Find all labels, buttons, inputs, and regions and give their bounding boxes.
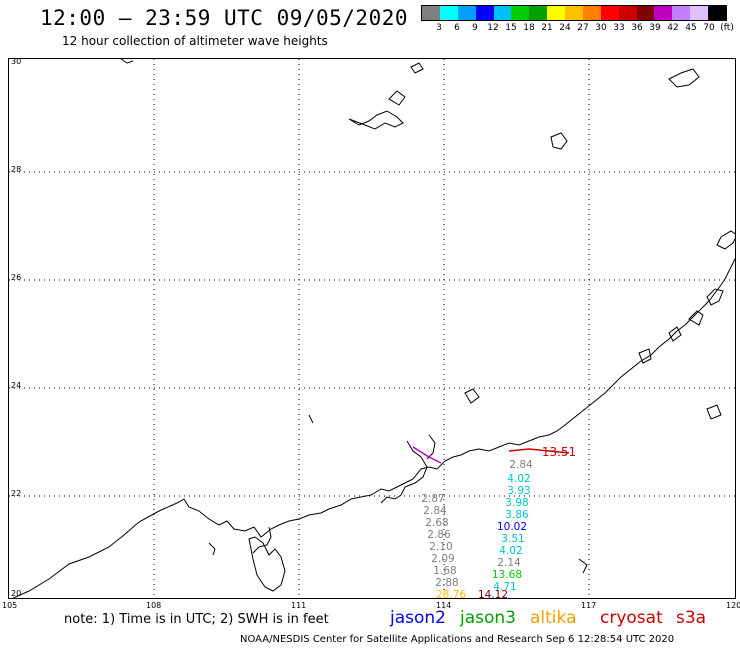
color-scale-swatch: [457, 6, 476, 20]
color-scale-label: 70: [703, 23, 715, 33]
page-title: 12:00 – 23:59 UTC 09/05/2020: [40, 6, 409, 30]
swh-obs: 1.68: [433, 565, 457, 577]
swh-obs: 4.71: [493, 581, 517, 593]
lon-label-111: 111: [291, 601, 307, 610]
color-scale-label: 21: [541, 23, 553, 33]
lon-label-114: 114: [436, 601, 452, 610]
satellite-tracks: [412, 446, 570, 464]
lat-label-28: 28: [11, 165, 22, 174]
color-scale-label: 39: [649, 23, 661, 33]
color-scale-label: 3: [436, 23, 442, 33]
color-scale-swatch: [618, 6, 637, 20]
color-scale-label: 30: [595, 23, 607, 33]
swh-obs: 3.98: [505, 497, 529, 509]
color-scale-swatch: [636, 6, 655, 20]
color-scale-label: 36: [631, 23, 643, 33]
satellite-label-s3a: s3a: [676, 608, 707, 628]
grid-lines: [9, 59, 735, 598]
color-scale-swatch: [582, 6, 601, 20]
swh-obs: 4.02: [499, 545, 523, 557]
swh-obs: 2.86: [427, 529, 451, 541]
color-scale-swatch: [422, 6, 440, 20]
color-scale-label: 12: [487, 23, 499, 33]
color-scale-legend: 3 6 9 12 15 18 21 24 27 30 33 36 39 42 45 70 (ft): [421, 5, 734, 35]
satellite-label-jason2: jason2: [390, 608, 446, 628]
color-scale-swatch: [439, 6, 458, 20]
map-panel[interactable]: 30 28 26 24 22 20 2.84 4.02 3.93 3.98 3.…: [8, 58, 736, 599]
map-canvas: [9, 59, 735, 598]
lon-label-105: 105: [2, 601, 18, 610]
credit-line: NOAA/NESDIS Center for Satellite Applica…: [240, 634, 675, 645]
swh-obs: 10.02: [496, 521, 528, 533]
color-scale-label: 6: [454, 23, 460, 33]
swh-obs: 2.84: [423, 505, 447, 517]
color-scale-label: 24: [559, 23, 571, 33]
swh-obs: 3.86: [505, 509, 529, 521]
color-scale-swatch: [654, 6, 673, 20]
color-scale-swatch: [600, 6, 619, 20]
color-scale-labels: 3 6 9 12 15 18 21 24 27 30 33 36 39 42 45 70 (ft): [421, 21, 734, 35]
color-scale-swatch: [672, 6, 691, 20]
color-scale-swatch: [565, 6, 583, 20]
swh-obs: 13.51: [541, 445, 577, 459]
coastline: [12, 59, 735, 598]
satellite-label-jason3: jason3: [460, 608, 516, 628]
satellite-label-cryosat: cryosat: [600, 608, 663, 628]
swh-obs: 28.76: [435, 589, 467, 599]
swh-obs: 14.12: [477, 589, 509, 599]
swh-obs: 2.88: [435, 577, 459, 589]
color-scale-label: 42: [667, 23, 679, 33]
color-scale-label: 9: [472, 23, 478, 33]
lat-label-30: 30: [11, 58, 22, 66]
lat-label-20: 20: [11, 589, 22, 598]
units-note: note: 1) Time is in UTC; 2) SWH is in fe…: [64, 612, 329, 627]
swh-obs: 2.10: [429, 541, 453, 553]
swh-obs: 13.68: [491, 569, 523, 581]
color-scale-label: 18: [523, 23, 535, 33]
color-scale-swatch: [547, 6, 565, 20]
lat-label-24: 24: [11, 381, 22, 390]
swh-obs: 3.93: [507, 485, 531, 497]
lon-label-120: 120: [726, 601, 740, 610]
color-scale-label: 27: [577, 23, 589, 33]
color-scale-label: 15: [505, 23, 517, 33]
lat-label-26: 26: [11, 273, 22, 282]
color-scale-bar: [421, 5, 727, 21]
swh-obs: 2.68: [425, 517, 449, 529]
swh-obs: 2.87: [421, 493, 445, 505]
color-scale-swatch: [690, 6, 708, 20]
swh-obs: 2.09: [431, 553, 455, 565]
swh-obs: 2.14: [497, 557, 521, 569]
color-scale-swatch: [475, 6, 494, 20]
color-scale-swatch: [511, 6, 530, 20]
color-scale-label: 33: [613, 23, 625, 33]
page-subtitle: 12 hour collection of altimeter wave hei…: [62, 34, 328, 48]
color-scale-swatch: [529, 6, 548, 20]
swh-obs: 4.02: [507, 473, 531, 485]
satellite-label-altika: altika: [530, 608, 577, 628]
lon-label-108: 108: [146, 601, 162, 610]
lat-label-22: 22: [11, 489, 22, 498]
swh-obs: 3.51: [501, 533, 525, 545]
lon-label-117: 117: [581, 601, 597, 610]
color-scale-label: (ft): [720, 23, 734, 33]
color-scale-label: 45: [685, 23, 697, 33]
color-scale-swatch: [493, 6, 512, 20]
swh-obs: 2.84: [509, 459, 533, 471]
color-scale-swatch: [708, 6, 726, 20]
